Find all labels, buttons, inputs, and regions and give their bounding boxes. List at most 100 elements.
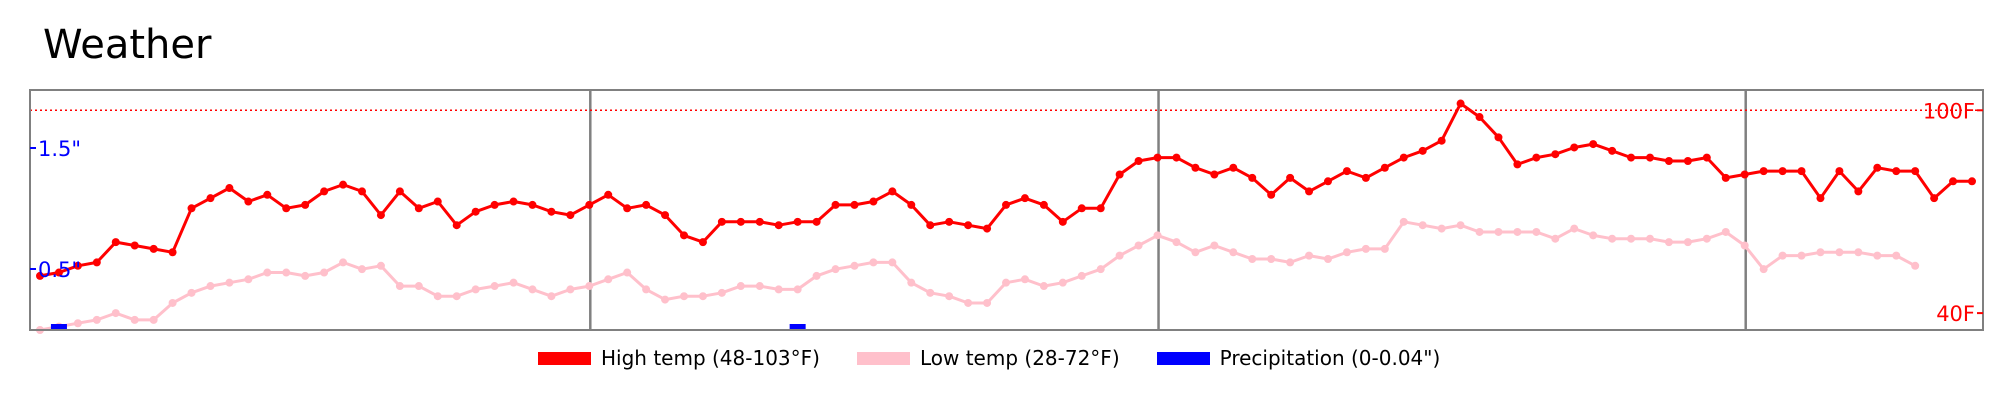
- low-temp-point: [93, 316, 101, 324]
- high-temp-point: [1267, 191, 1275, 199]
- low-temp-point: [718, 289, 726, 297]
- low-temp-point: [1703, 235, 1711, 243]
- low-temp-point: [1457, 221, 1465, 229]
- low-temp-point: [1779, 252, 1787, 260]
- high-temp-point: [983, 225, 991, 233]
- low-temp-point: [1532, 228, 1540, 236]
- high-temp-point: [1286, 174, 1294, 182]
- high-temp-point: [1021, 194, 1029, 202]
- high-temp-point: [794, 218, 802, 226]
- low-temp-point: [1494, 228, 1502, 236]
- low-temp-point: [850, 262, 858, 270]
- low-temp-point: [907, 279, 915, 287]
- low-temp-point: [528, 285, 536, 293]
- high-temp-point: [1854, 187, 1862, 195]
- low-temp-point: [1381, 245, 1389, 253]
- high-temp-point: [775, 221, 783, 229]
- high-temp-point: [1097, 204, 1105, 212]
- low-temp-point: [358, 265, 366, 273]
- low-temp-point: [244, 275, 252, 283]
- low-temp-point: [491, 282, 499, 290]
- high-temp-point: [301, 201, 309, 209]
- high-temp-point: [377, 211, 385, 219]
- low-temp-point: [1343, 248, 1351, 256]
- high-temp-point: [1816, 194, 1824, 202]
- legend-label: High temp (48-103°F): [601, 346, 820, 370]
- low-temp-point: [1002, 279, 1010, 287]
- high-temp-point: [888, 187, 896, 195]
- low-temp-point: [150, 316, 158, 324]
- high-temp-point: [1608, 147, 1616, 155]
- low-temp-point: [1816, 248, 1824, 256]
- low-temp-point: [642, 285, 650, 293]
- low-temp-point: [1665, 238, 1673, 246]
- high-temp-point: [1968, 177, 1976, 185]
- low-temp-point: [983, 299, 991, 307]
- high-temp-point: [1135, 157, 1143, 165]
- high-temp-point: [1078, 204, 1086, 212]
- high-temp-point: [1305, 187, 1313, 195]
- high-temp-point: [320, 187, 328, 195]
- low-temp-point: [415, 282, 423, 290]
- legend-label: Low temp (28-72°F): [920, 346, 1120, 370]
- low-temp-point: [206, 282, 214, 290]
- high-temp-point: [1362, 174, 1370, 182]
- low-temp-point: [888, 258, 896, 266]
- low-temp-point: [1438, 225, 1446, 233]
- high-temp-point: [1589, 140, 1597, 148]
- low-temp-point: [1419, 221, 1427, 229]
- high-temp-point: [1513, 160, 1521, 168]
- low-temp-point: [1116, 252, 1124, 260]
- high-temp-point: [1229, 164, 1237, 172]
- high-temp-point: [1248, 174, 1256, 182]
- low-temp-point: [301, 272, 309, 280]
- high-temp-point: [813, 218, 821, 226]
- high-temp-point: [699, 238, 707, 246]
- high-temp-point: [1684, 157, 1692, 165]
- high-temp-point: [225, 184, 233, 192]
- high-temp-point: [1930, 194, 1938, 202]
- high-temp-point: [1002, 201, 1010, 209]
- legend: High temp (48-103°F) Low temp (28-72°F) Pr…: [538, 343, 1477, 373]
- high-temp-point: [1324, 177, 1332, 185]
- plot-frame: [30, 90, 1983, 330]
- high-temp-point: [623, 204, 631, 212]
- high-temp-point: [585, 201, 593, 209]
- high-temp-point: [642, 201, 650, 209]
- high-temp-point: [1911, 167, 1919, 175]
- legend-label: Precipitation (0-0.04"): [1220, 346, 1441, 370]
- high-temp-point: [453, 221, 461, 229]
- high-temp-point: [1798, 167, 1806, 175]
- low-temp-point: [737, 282, 745, 290]
- high-temp-line: [40, 104, 1972, 276]
- high-temp-point: [1191, 164, 1199, 172]
- high-temp-point: [1627, 154, 1635, 162]
- high-temp-point: [1476, 113, 1484, 121]
- high-temp-point: [718, 218, 726, 226]
- low-temp-point: [756, 282, 764, 290]
- high-temp-point: [472, 208, 480, 216]
- high-temp-point: [1873, 164, 1881, 172]
- low-temp-point: [1305, 252, 1313, 260]
- low-temp-point: [1589, 231, 1597, 239]
- legend-swatch: [538, 352, 591, 365]
- low-temp-point: [396, 282, 404, 290]
- high-temp-point: [1760, 167, 1768, 175]
- high-temp-point: [832, 201, 840, 209]
- low-temp-point: [1627, 235, 1635, 243]
- high-temp-point: [1532, 154, 1540, 162]
- low-temp-point: [1267, 255, 1275, 263]
- low-temp-point: [1570, 225, 1578, 233]
- high-temp-point: [756, 218, 764, 226]
- high-temp-point: [1494, 133, 1502, 141]
- high-temp-point: [244, 198, 252, 206]
- low-temp-point: [282, 269, 290, 277]
- high-temp-point: [1457, 100, 1465, 108]
- low-temp-point: [1172, 238, 1180, 246]
- temp-tick-label: 40F: [1936, 302, 1975, 326]
- low-temp-point: [945, 292, 953, 300]
- weather-chart: 100F 40F 1.5" 0.5": [0, 0, 2009, 340]
- low-temp-point: [1191, 248, 1199, 256]
- low-temp-point: [74, 319, 82, 327]
- low-temp-point: [832, 265, 840, 273]
